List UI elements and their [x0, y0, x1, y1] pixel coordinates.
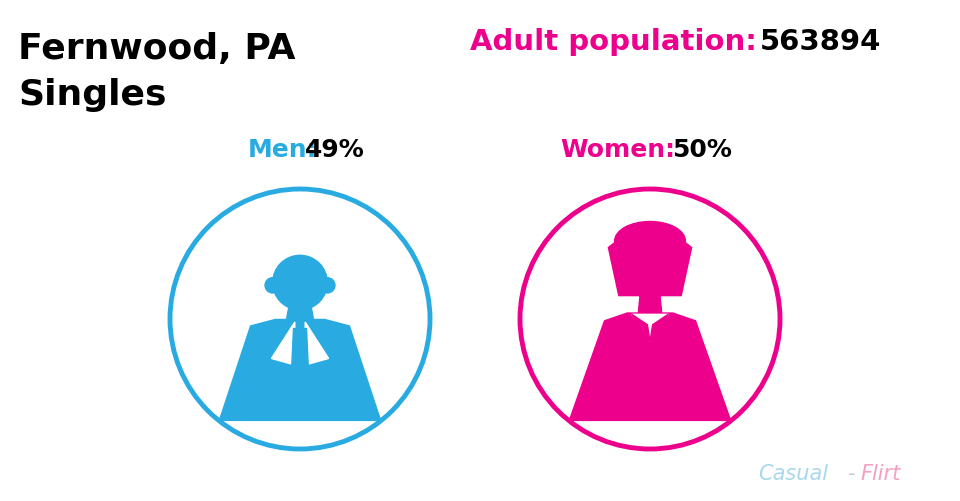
Text: 50%: 50%	[672, 138, 732, 162]
Ellipse shape	[614, 222, 685, 261]
Circle shape	[625, 249, 675, 299]
Text: 49%: 49%	[305, 138, 365, 162]
Polygon shape	[650, 315, 668, 342]
Text: 563894: 563894	[760, 28, 881, 56]
Polygon shape	[220, 320, 380, 420]
Polygon shape	[569, 314, 731, 420]
Text: Singles: Singles	[18, 78, 166, 112]
Text: Fernwood, PA: Fernwood, PA	[18, 32, 296, 66]
Text: Casual: Casual	[758, 463, 828, 483]
Text: Adult population:: Adult population:	[470, 28, 767, 56]
Circle shape	[320, 278, 335, 294]
Polygon shape	[609, 228, 691, 296]
Polygon shape	[272, 323, 295, 365]
Text: Men:: Men:	[248, 138, 318, 162]
Polygon shape	[305, 323, 328, 365]
Text: Women:: Women:	[560, 138, 675, 162]
Circle shape	[273, 256, 327, 310]
Polygon shape	[632, 315, 650, 342]
Text: Flirt: Flirt	[860, 463, 900, 483]
Text: -: -	[848, 463, 855, 483]
Polygon shape	[638, 294, 661, 314]
Polygon shape	[632, 315, 668, 342]
Polygon shape	[286, 304, 314, 320]
Polygon shape	[291, 329, 309, 400]
Circle shape	[265, 278, 280, 294]
